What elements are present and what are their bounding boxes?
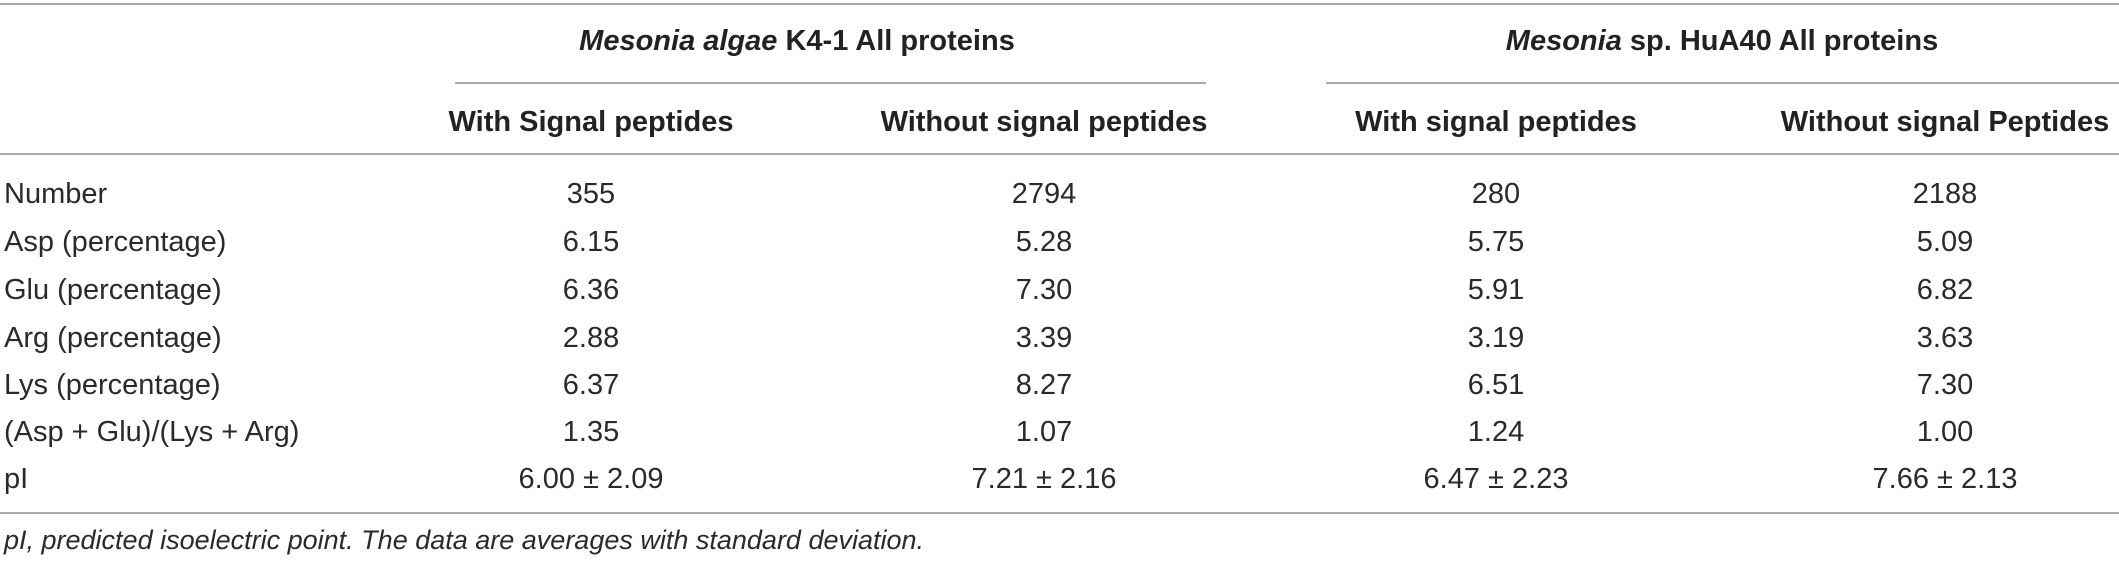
table-cell: 2794 — [1011, 178, 1077, 210]
column-header: Without signal peptides — [880, 106, 1208, 138]
row-label: Asp (percentage) — [4, 226, 227, 258]
table-cell: 6.36 — [562, 274, 620, 306]
table-cell: 7.30 — [1015, 274, 1073, 306]
table-cell: 280 — [1471, 178, 1521, 210]
table-footnote: pI, predicted isoelectric point. The dat… — [4, 525, 925, 555]
table-cell: 3.63 — [1916, 322, 1974, 354]
row-label: Arg (percentage) — [4, 322, 222, 354]
group-header-hua40: Mesonia sp. HuA40 All proteins — [1505, 25, 1939, 57]
table-cell: 2.88 — [562, 322, 620, 354]
group-rule-k4-1 — [455, 82, 1206, 84]
group-header-k4-1: Mesonia algae K4-1 All proteins — [579, 25, 1015, 57]
table-cell: 6.82 — [1916, 274, 1974, 306]
table-cell: 1.00 — [1916, 416, 1974, 448]
table-cell: 7.30 — [1916, 369, 1974, 401]
table-cell: 3.39 — [1015, 322, 1073, 354]
table-cell: 6.15 — [562, 226, 620, 258]
table-cell: 1.35 — [562, 416, 620, 448]
table-cell: 6.47 ± 2.23 — [1423, 463, 1569, 495]
table-cell: 1.24 — [1467, 416, 1525, 448]
table-cell: 7.66 ± 2.13 — [1872, 463, 2018, 495]
row-label: Lys (percentage) — [4, 369, 221, 401]
row-label: Glu (percentage) — [4, 274, 222, 306]
column-header: With signal peptides — [1355, 106, 1637, 138]
table-cell: 2188 — [1912, 178, 1978, 210]
table-cell: 6.51 — [1467, 369, 1525, 401]
table-cell: 1.07 — [1015, 416, 1073, 448]
table-cell: 6.00 ± 2.09 — [518, 463, 664, 495]
table-cell: 6.37 — [562, 369, 620, 401]
top-rule — [0, 3, 2119, 5]
table-cell: 8.27 — [1015, 369, 1073, 401]
column-header: Without signal Peptides — [1780, 106, 2110, 138]
header-rule — [0, 153, 2119, 155]
row-label: Number — [4, 178, 108, 210]
table-cell: 5.91 — [1467, 274, 1525, 306]
group-rule-hua40 — [1326, 82, 2119, 84]
table-cell: 7.21 ± 2.16 — [971, 463, 1117, 495]
table-cell: 5.09 — [1916, 226, 1974, 258]
row-label: pI — [4, 463, 29, 495]
column-header: With Signal peptides — [448, 106, 734, 138]
table-cell: 5.28 — [1015, 226, 1073, 258]
row-label: (Asp + Glu)/(Lys + Arg) — [4, 416, 300, 448]
table-cell: 355 — [566, 178, 616, 210]
table-cell: 3.19 — [1467, 322, 1525, 354]
bottom-rule — [0, 512, 2119, 514]
table-cell: 5.75 — [1467, 226, 1525, 258]
